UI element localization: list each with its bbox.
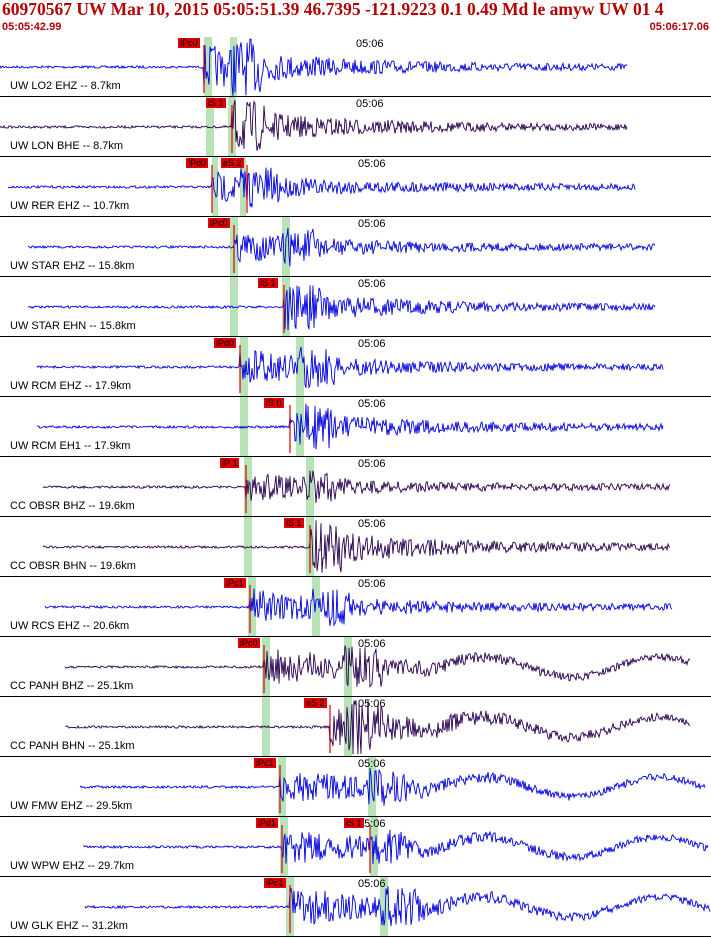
trace-panel (0, 277, 711, 337)
time-tick-label: 05:06 (358, 158, 386, 170)
start-time: 05:05:42.99 (2, 21, 62, 33)
phase-pick-label: iPd0 (214, 338, 237, 348)
trace-panel (0, 517, 711, 577)
trace-label: UW WPW EHZ -- 29.7km (10, 860, 135, 872)
phase-pick-label: eS 2 (304, 698, 327, 708)
phase-window (306, 457, 314, 516)
trace-panel (0, 817, 711, 877)
time-tick-label: 05:06 (358, 758, 386, 770)
trace-label: UW LO2 EHZ -- 8.7km (10, 80, 121, 92)
trace-panel (0, 217, 711, 277)
waveform-line (27, 227, 656, 267)
phase-pick-label: iPc0 (208, 218, 230, 228)
trace-panel (0, 337, 711, 397)
phase-pick-label: iS 0 (264, 398, 284, 408)
trace-label: CC PANH BHZ -- 25.1km (10, 680, 134, 692)
time-tick-label: 05:06 (358, 278, 386, 290)
trace-label: UW STAR EHN -- 15.8km (10, 320, 136, 332)
trace-label: CC PANH BHN -- 25.1km (10, 740, 135, 752)
phase-pick-label: iPc0 (178, 38, 200, 48)
waveform-line (0, 99, 628, 151)
event-title: 60970567 UW Mar 10, 2015 05:05:51.39 46.… (2, 0, 664, 19)
phase-window (380, 877, 388, 936)
waveform-line (42, 520, 671, 573)
time-tick-label: 05:06 (358, 338, 386, 350)
trace-label: CC OBSR BHZ -- 19.6km (10, 500, 135, 512)
time-tick-label: 05:06 (358, 458, 386, 470)
trace-label: UW RCS EHZ -- 20.6km (10, 620, 130, 632)
time-tick-label: 05:06 (358, 578, 386, 590)
phase-window (204, 37, 212, 96)
waveform-line (27, 285, 656, 331)
phase-window (296, 397, 304, 456)
phase-pick-label: iPd1 (256, 818, 279, 828)
time-tick-label: 05:06 (358, 398, 386, 410)
phase-window (212, 157, 218, 216)
phase-window (230, 277, 238, 336)
trace-label: UW RCM EH1 -- 17.9km (10, 440, 131, 452)
waveform-line (36, 346, 664, 389)
trace-panel (0, 157, 711, 217)
phase-pick-label: iPc1 (224, 578, 246, 588)
trace-label: UW RER EHZ -- 10.7km (10, 200, 130, 212)
time-tick-label: 05:06 (358, 638, 386, 650)
trace-label: UW STAR EHZ -- 15.8km (10, 260, 135, 272)
phase-pick-label: iS 1 (258, 278, 278, 288)
phase-window (240, 157, 246, 216)
trace-panel (0, 637, 711, 697)
phase-pick-label: iPc0 (238, 638, 260, 648)
phase-pick-label: iS 1 (284, 518, 304, 528)
phase-pick-label: eS 2 (221, 158, 244, 168)
seismogram-plot (0, 37, 711, 937)
phase-window (248, 577, 256, 636)
trace-panel (0, 397, 711, 457)
phase-pick-label: iP 1 (220, 458, 240, 468)
phase-window (296, 337, 304, 396)
time-tick-label: 05:06 (358, 818, 386, 830)
phase-window (244, 457, 252, 516)
trace-panel (0, 697, 711, 757)
phase-pick-label: iPc1 (254, 758, 276, 768)
time-tick-label: 05:06 (356, 98, 384, 110)
waveform-line (83, 829, 709, 865)
time-tick-label: 05:06 (356, 38, 384, 50)
phase-window (244, 517, 252, 576)
time-tick-label: 05:06 (358, 878, 386, 890)
phase-window (262, 697, 270, 756)
trace-panel (0, 577, 711, 637)
phase-pick-label: iS 1 (206, 98, 226, 108)
phase-window (206, 97, 214, 156)
time-tick-label: 05:06 (358, 518, 386, 530)
phase-window (344, 637, 352, 696)
trace-label: UW GLK EHZ -- 31.2km (10, 920, 128, 932)
waveform-line (8, 167, 636, 208)
trace-panel (0, 757, 711, 817)
end-time: 05:06:17.06 (649, 21, 709, 33)
trace-panel (0, 457, 711, 517)
trace-label: UW LON BHE -- 8.7km (10, 140, 124, 152)
header: 60970567 UW Mar 10, 2015 05:05:51.39 46.… (0, 0, 711, 36)
waveform-line (36, 403, 664, 450)
trace-label: UW RCM EHZ -- 17.9km (10, 380, 131, 392)
waveform-line (0, 38, 628, 96)
waveform-line (65, 700, 691, 755)
waveform-line (64, 645, 691, 688)
phase-pick-label: iPc1 (264, 878, 286, 888)
trace-label: UW FMW EHZ -- 29.5km (10, 800, 133, 812)
time-tick-label: 05:06 (358, 218, 386, 230)
time-tick-label: 05:06 (358, 698, 386, 710)
waveform-line (42, 470, 671, 503)
trace-panel (0, 877, 711, 937)
waveform-line (79, 767, 706, 806)
trace-panel (0, 37, 711, 97)
trace-panel (0, 97, 711, 157)
phase-window (312, 577, 320, 636)
waveform-line (44, 588, 673, 627)
trace-label: CC OBSR BHN -- 19.6km (10, 560, 136, 572)
phase-pick-label: iS 1 (344, 818, 364, 828)
phase-pick-label: iPd0 (186, 158, 209, 168)
waveform-line (84, 886, 711, 927)
phase-window (278, 757, 286, 816)
